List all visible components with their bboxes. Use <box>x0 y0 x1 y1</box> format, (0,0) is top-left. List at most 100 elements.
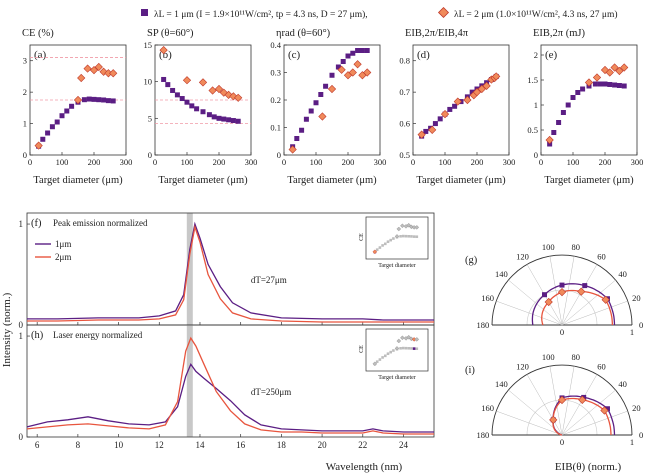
polar-spoke <box>561 389 616 436</box>
point-1um <box>206 112 212 118</box>
point-1um <box>49 124 55 130</box>
inset-point <box>410 235 413 238</box>
point-1um <box>575 90 581 95</box>
inset-point <box>386 240 390 244</box>
spectra-y-title: Intensity (norm.) <box>1 292 13 367</box>
x-tick-label: 24 <box>399 440 409 450</box>
legend-marker-2um <box>437 6 450 19</box>
series-line-1um <box>26 362 434 433</box>
x-axis-title: Target diameter (μm) <box>544 175 634 186</box>
y-tick-label: 0 <box>277 150 281 160</box>
point-1um <box>165 82 171 88</box>
panel-label: (g) <box>465 255 478 266</box>
x-tick-label: 100 <box>310 157 323 167</box>
inset-x-label: Target diameter <box>378 375 416 381</box>
y-tick-label: 0 <box>23 150 27 160</box>
y-tick-label: 0.8 <box>399 56 410 66</box>
point-1um <box>235 118 241 124</box>
highlight-band <box>186 213 193 325</box>
point-2um <box>318 112 327 121</box>
highlight-band <box>186 325 193 437</box>
point-1um <box>161 76 167 82</box>
polar-arc <box>526 399 598 436</box>
inset-point <box>406 222 411 228</box>
point-1um <box>230 118 236 124</box>
point-2um <box>584 78 594 87</box>
inset-point <box>407 235 410 238</box>
x-tick-label: 100 <box>56 157 69 167</box>
polar-spoke <box>561 374 598 436</box>
inset-point <box>400 335 405 341</box>
point-2um <box>109 69 118 78</box>
point-1um <box>194 106 200 112</box>
point-1um <box>570 95 576 100</box>
inset-point <box>402 346 405 350</box>
point-1um <box>299 127 305 133</box>
y-tick-label: 15 <box>144 40 153 50</box>
panel-note: Laser energy normalized <box>53 330 143 340</box>
x-tick-label: 100 <box>439 157 452 167</box>
x-tick-label: 0 <box>411 157 415 167</box>
y-tick-label: 0.4 <box>270 40 281 50</box>
point-1um <box>364 48 370 53</box>
x-axis-title: Target diameter (μm) <box>33 175 123 186</box>
point-2um <box>214 84 224 94</box>
inset-point <box>384 354 387 358</box>
point-1um <box>179 96 185 102</box>
polar-point-2um <box>557 287 567 297</box>
panel-frame <box>540 44 638 156</box>
panel-title: EIB,2π (mJ) <box>533 28 585 39</box>
point-1um <box>602 81 608 87</box>
legend: λL = 1 μm (I = 1.9×10¹¹W/cm², tp = 4.3 n… <box>141 6 618 20</box>
point-1um <box>340 59 346 64</box>
panel-d: EIB,2π/EIB,4π (d) 0 100 200 300 0.5 0.6 0.7 0.8 Ta… <box>399 28 515 186</box>
x-tick-label: 14 <box>195 440 205 450</box>
y-tick-label: 0.1 <box>270 123 281 133</box>
polar-point-1um <box>559 282 565 288</box>
y-tick-label: 0.7 <box>399 87 410 97</box>
polar-x-title: EIB(θ) (norm.) <box>555 461 622 473</box>
x-tick-label: 100 <box>567 157 580 167</box>
x-tick-label: 18 <box>277 440 287 450</box>
inset-point <box>402 234 405 238</box>
panel-note: Peak emission normalized <box>53 218 148 228</box>
y-tick-label: 0.3 <box>270 68 281 78</box>
point-1um <box>323 83 329 89</box>
point-2um <box>492 72 501 81</box>
x-tick-label: 300 <box>245 157 258 167</box>
panel-a: CE (%) (a) 0 100 200 300 0 1 2 3 Target diameter (… <box>22 28 132 186</box>
inset-point <box>411 337 417 342</box>
inset-point <box>381 356 384 359</box>
point-2um <box>545 135 554 145</box>
x-axis-title: Target diameter (μm) <box>416 175 506 186</box>
point-1um <box>597 81 603 87</box>
inset-x-label: Target diameter <box>378 263 416 269</box>
inset-point <box>392 349 395 352</box>
polar-arc <box>491 364 633 436</box>
x-axis-title: Target diameter (μm) <box>287 175 377 186</box>
x-tick-label: 0 <box>28 157 32 167</box>
angle-tick-label: 140 <box>495 269 508 279</box>
polar-arc <box>491 254 633 326</box>
point-1um <box>592 81 598 87</box>
polar-point-2um <box>549 415 558 424</box>
panel-label: (c) <box>288 49 301 61</box>
angle-tick-label: 180 <box>477 320 490 330</box>
panel-label: (a) <box>34 49 47 61</box>
point-1um <box>200 109 206 115</box>
angle-tick-label: 60 <box>597 361 606 371</box>
panel-label: (d) <box>417 49 430 61</box>
series-line-2um <box>27 224 434 323</box>
polar-spoke <box>561 264 598 326</box>
y-tick-label: 10 <box>144 77 153 87</box>
polar-spoke <box>496 300 563 326</box>
series-line-2um <box>26 336 434 435</box>
point-1um <box>184 99 190 105</box>
angle-tick-label: 80 <box>571 242 580 252</box>
point-1um <box>350 50 356 56</box>
point-1um <box>551 130 557 135</box>
point-1um <box>69 103 75 109</box>
point-1um <box>432 121 438 127</box>
